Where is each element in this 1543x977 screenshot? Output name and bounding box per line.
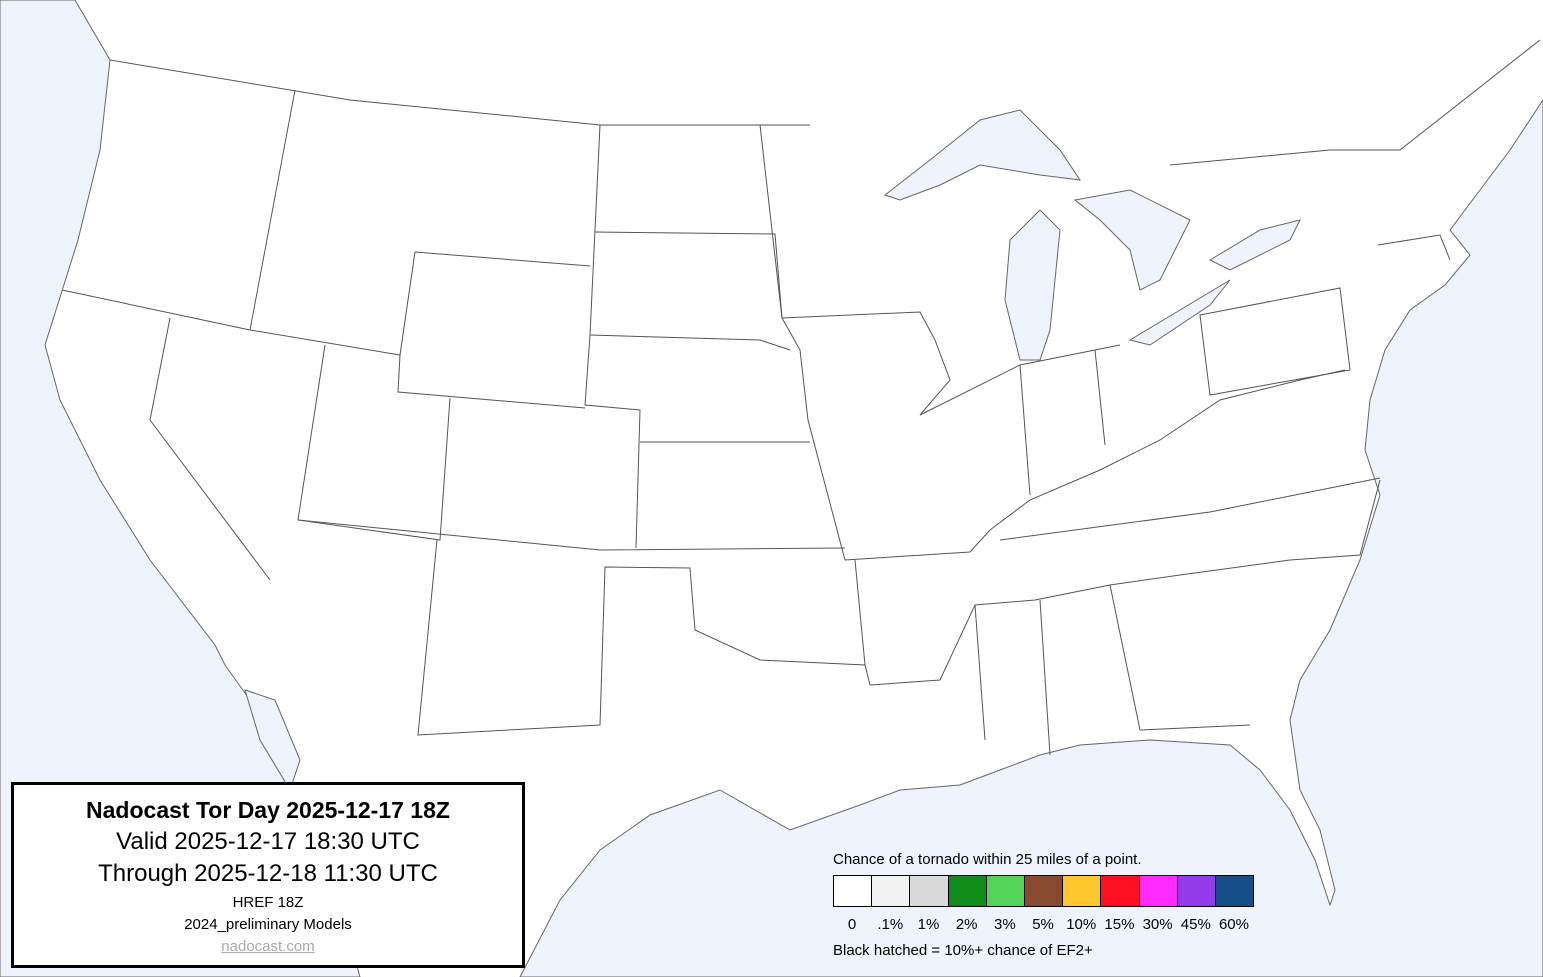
model-name: HREF 18Z — [232, 894, 304, 911]
legend-swatch — [1101, 876, 1140, 906]
legend-swatch — [1139, 876, 1178, 906]
valid-time: Valid 2025-12-17 18:30 UTC — [116, 828, 420, 855]
legend-label: 1% — [917, 916, 940, 933]
lake-ontario — [1208, 219, 1301, 271]
legend-swatch — [1215, 876, 1254, 906]
legend-swatch — [948, 876, 987, 906]
forecast-title: Nadocast Tor Day 2025-12-17 18Z — [86, 797, 450, 823]
through-time: Through 2025-12-18 11:30 UTC — [98, 860, 438, 887]
legend: Chance of a tornado within 25 miles of a… — [833, 851, 1263, 959]
legend-label: 10% — [1066, 916, 1097, 933]
legend-swatch — [910, 876, 949, 906]
title-box: Nadocast Tor Day 2025-12-17 18Z Valid 20… — [11, 782, 525, 968]
legend-swatch — [986, 876, 1025, 906]
legend-label: 30% — [1142, 916, 1173, 933]
lake-michigan — [1004, 209, 1061, 361]
lake-huron — [1073, 189, 1191, 291]
legend-swatch — [1063, 876, 1102, 906]
lake-superior — [883, 109, 1082, 201]
legend-label: 15% — [1104, 916, 1135, 933]
nadocast-link[interactable]: nadocast.com — [221, 938, 315, 955]
gulf-and-atlantic — [519, 99, 1543, 977]
lake-erie — [1128, 279, 1231, 346]
legend-label: 45% — [1180, 916, 1211, 933]
legend-title: Chance of a tornado within 25 miles of a… — [833, 851, 1142, 868]
legend-labels: 0 .1% 1% 2% 3% 5% 10% 15% 30% 45% 60% — [833, 916, 1273, 933]
legend-label: 0 — [847, 916, 857, 933]
legend-swatch — [872, 876, 911, 906]
models-version: 2024_preliminary Models — [184, 916, 352, 933]
legend-label: 5% — [1032, 916, 1054, 933]
legend-swatch — [1177, 876, 1216, 906]
legend-label: .1% — [877, 916, 904, 933]
legend-note: Black hatched = 10%+ chance of EF2+ — [833, 942, 1093, 959]
gulf-of-california — [244, 689, 301, 792]
legend-swatch — [834, 876, 873, 906]
legend-label: 2% — [955, 916, 978, 933]
legend-swatch — [1024, 876, 1064, 906]
legend-swatches — [833, 875, 1254, 907]
state-borders — [61, 39, 1541, 756]
legend-label: 3% — [994, 916, 1016, 933]
legend-label: 60% — [1218, 916, 1249, 933]
